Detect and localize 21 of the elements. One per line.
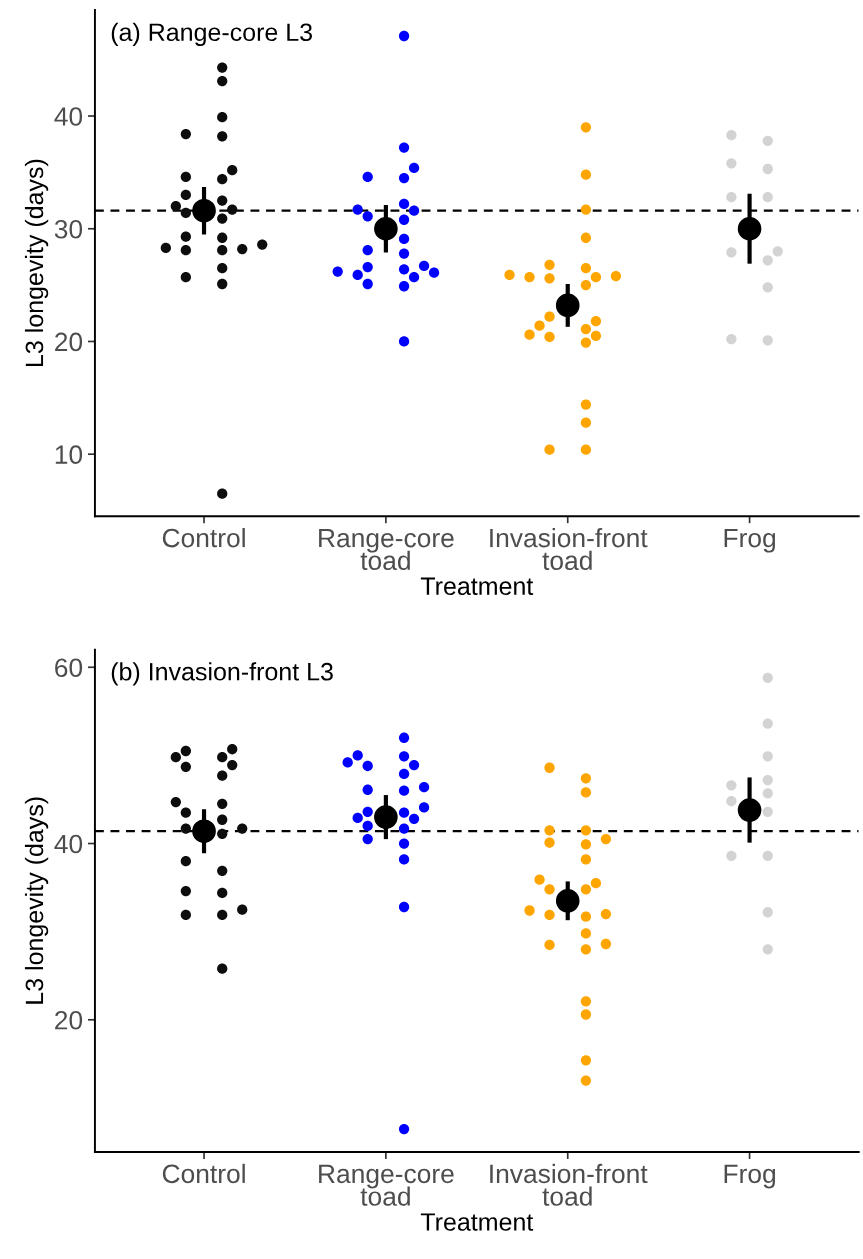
x-axis-title: Treatment [420, 577, 534, 596]
x-tick-label: Invasion-front toad [490, 1163, 648, 1206]
y-tick-label: 20 [55, 332, 83, 352]
y-tick-label: 40 [54, 107, 83, 126]
y-axis-title: L3 longevity (days) [24, 159, 49, 366]
chart-title: (b) Invasion-front L3 [111, 662, 333, 686]
chart-title: (a) Range-core L3 [111, 22, 312, 47]
x-tick-label: Frog [724, 528, 776, 553]
y-tick-label: 60 [55, 658, 83, 678]
y-axis-title: L3 longevity (days) [24, 797, 49, 1004]
y-tick-label: 40 [54, 834, 83, 854]
x-tick-label: Range-core toad [319, 528, 454, 571]
x-tick-label: Control [162, 528, 245, 548]
x-tick-label: Range-core toad [319, 1164, 454, 1206]
x-tick-label: Frog [724, 1164, 776, 1189]
x-tick-label: Control [162, 1163, 245, 1184]
y-tick-label: 10 [55, 445, 83, 465]
y-tick-label: 20 [55, 1010, 83, 1030]
x-tick-label: Invasion-front toad [490, 528, 648, 571]
x-axis-title: Treatment [420, 1213, 534, 1231]
y-tick-label: 30 [54, 219, 83, 239]
